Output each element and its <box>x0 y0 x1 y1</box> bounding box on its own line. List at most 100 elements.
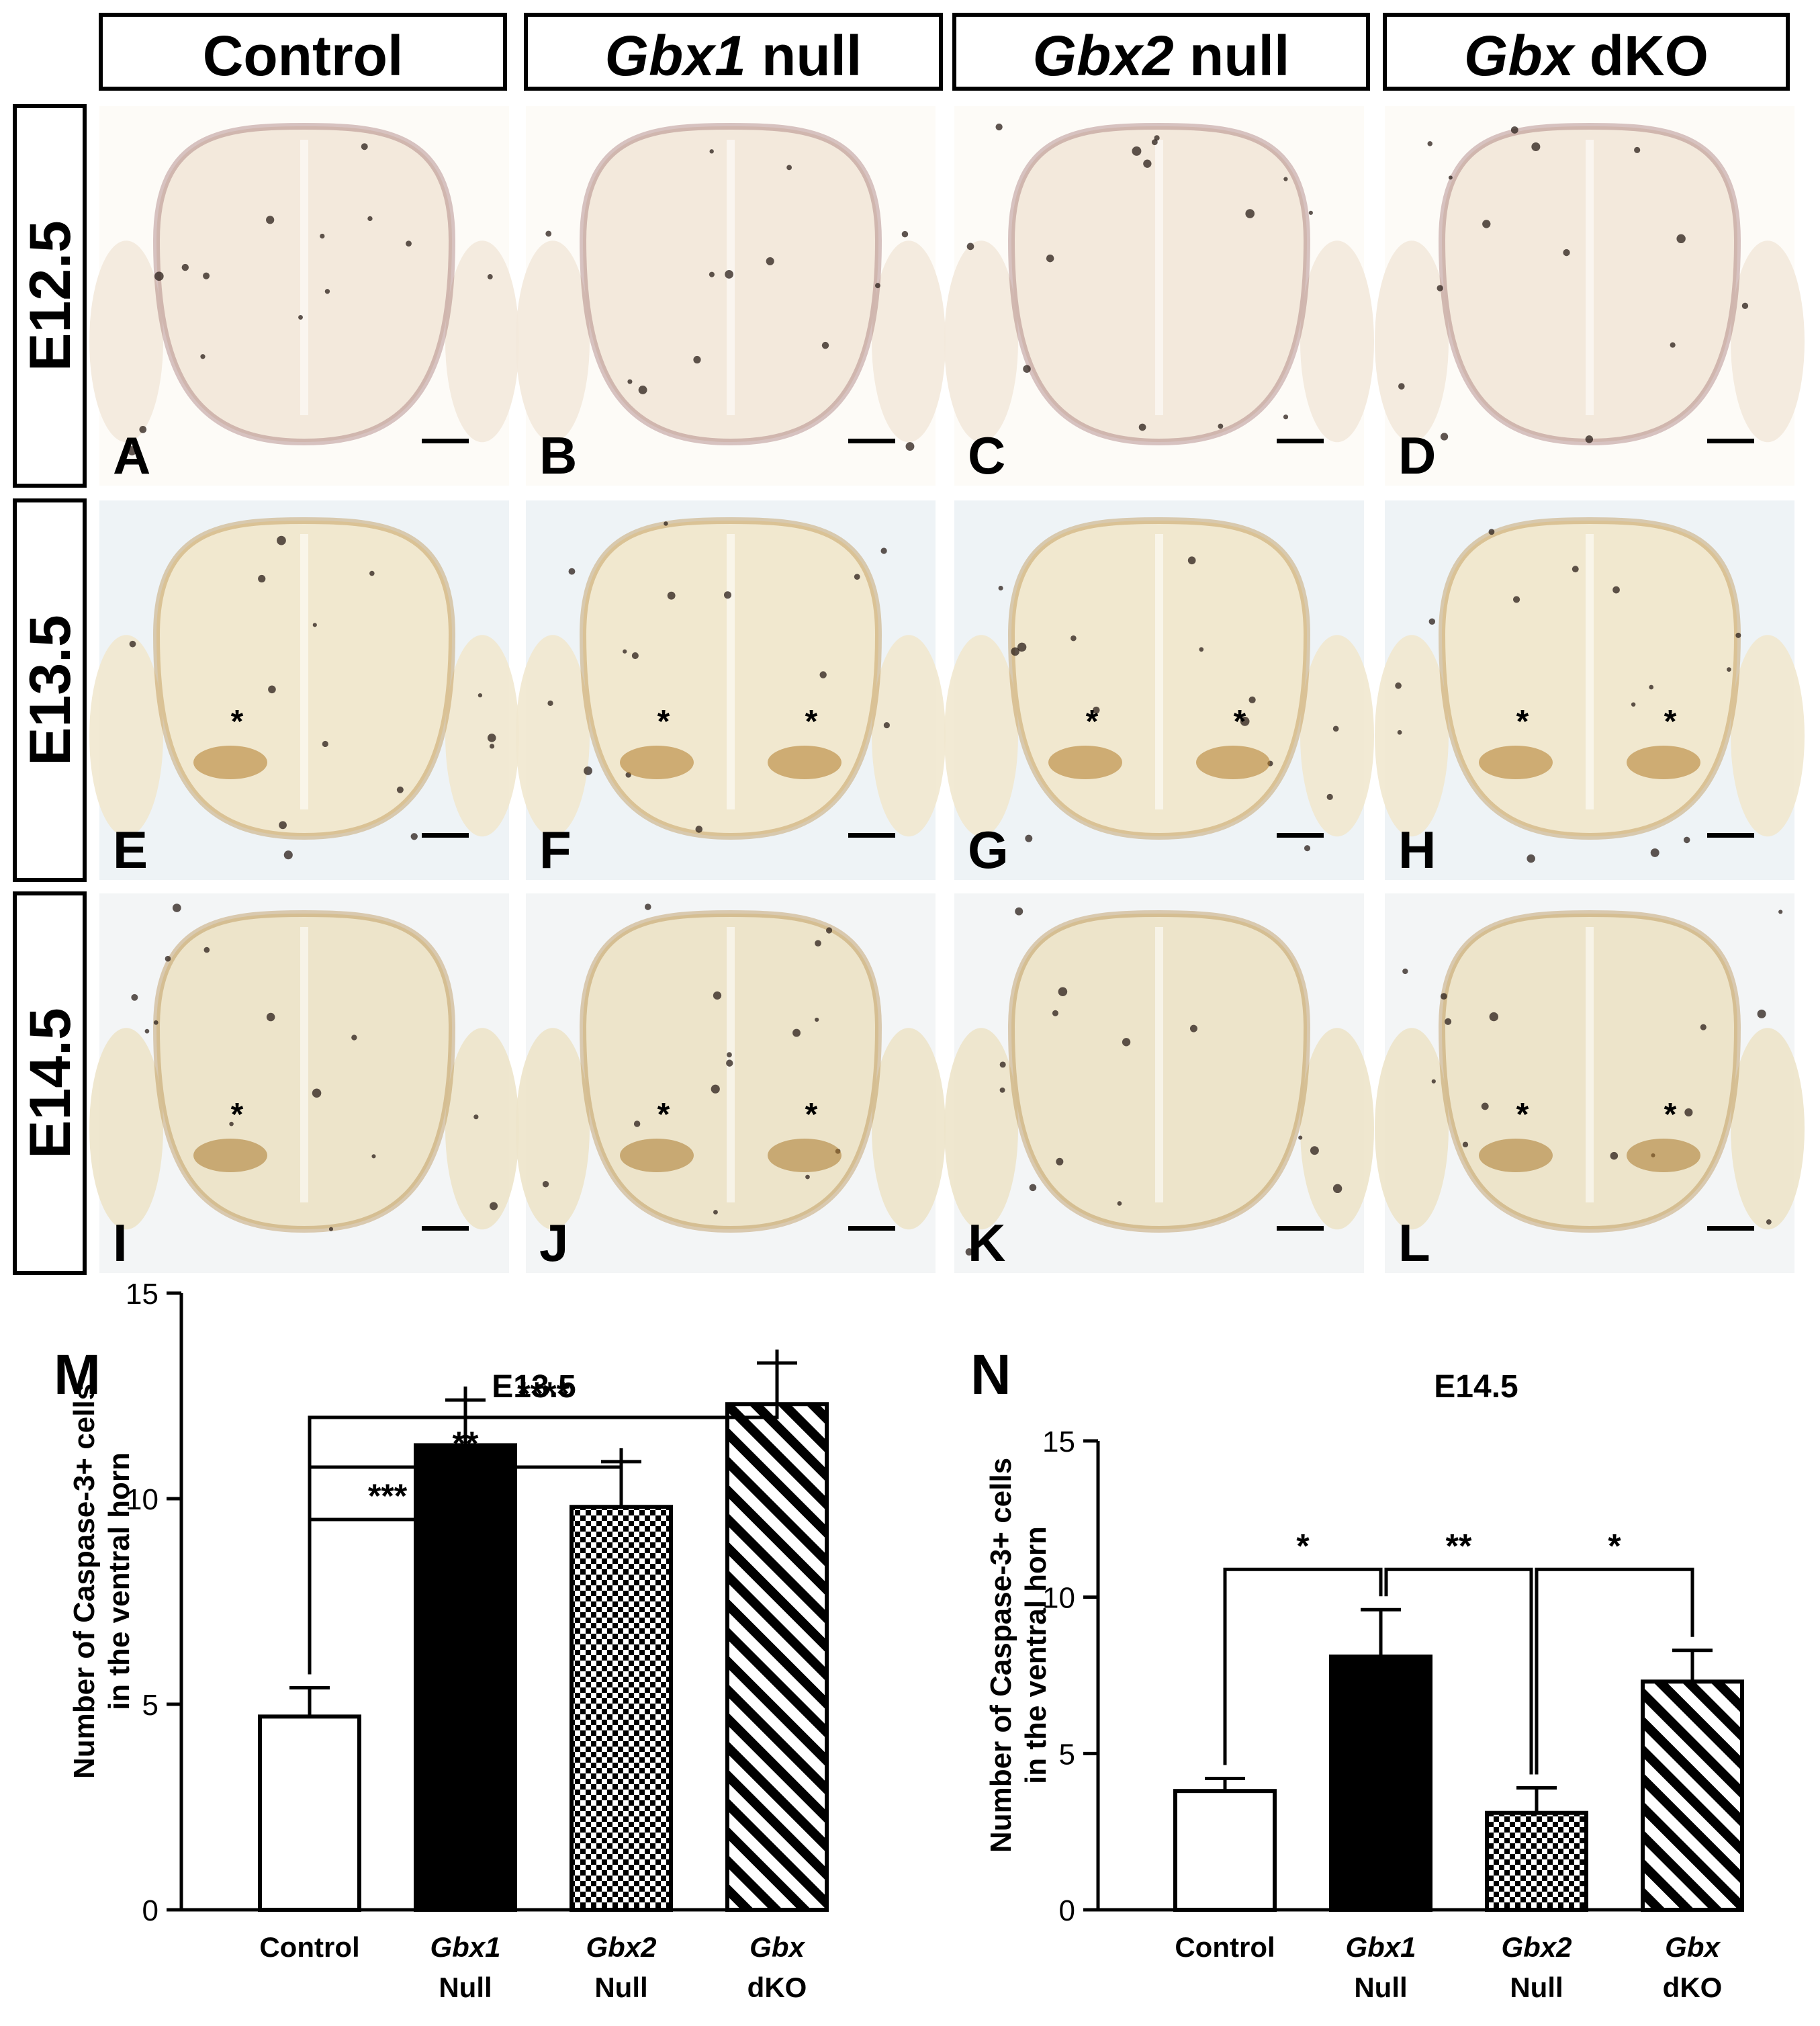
speckle <box>1431 1079 1436 1084</box>
speckle <box>320 233 325 239</box>
speckle <box>298 314 303 320</box>
ganglion-left <box>516 240 590 443</box>
scale-bar <box>1707 833 1754 838</box>
speckle <box>154 271 164 281</box>
speckle <box>203 946 210 953</box>
speckle <box>815 1017 819 1022</box>
bar <box>258 1714 361 1912</box>
speckle <box>883 721 890 729</box>
speckle <box>1462 1141 1469 1148</box>
speckle <box>279 821 287 830</box>
row-label-2: E13.5 <box>18 615 83 766</box>
chart-N: N E14.5 0 5 10 15 Number of Caspase-3+ cells in… <box>970 1343 1744 2003</box>
marker-asterisk: * <box>657 704 670 740</box>
ganglion-left <box>1375 240 1449 443</box>
speckle <box>1512 596 1520 603</box>
ganglion-left <box>944 240 1018 443</box>
speckle <box>1310 1146 1319 1155</box>
ganglion-right <box>445 635 519 837</box>
speckle <box>905 442 915 451</box>
panel-J: * * J <box>516 893 946 1273</box>
ventral-horn-stain <box>620 1139 694 1172</box>
panel-F: * * F <box>516 500 946 880</box>
chart-panel-letter: N <box>970 1343 1011 1406</box>
speckle <box>1308 210 1313 215</box>
chart-panel-letter: M <box>54 1343 101 1406</box>
speckle <box>1245 209 1255 218</box>
marker-asterisk: * <box>231 1097 244 1133</box>
speckle <box>1741 302 1749 309</box>
column-header-box-2 <box>524 13 943 91</box>
speckle <box>1132 146 1142 156</box>
speckle <box>998 585 1003 591</box>
speckle <box>1052 1010 1058 1016</box>
scale-bar <box>1277 833 1324 838</box>
ventral-horn-stain <box>1479 1139 1553 1172</box>
ganglion-left <box>516 1028 590 1230</box>
speckle <box>880 547 887 554</box>
speckle <box>1395 682 1402 689</box>
panel-letter: B <box>539 426 577 485</box>
speckle <box>1527 854 1535 863</box>
speckle <box>1025 834 1033 842</box>
speckle <box>713 991 722 1000</box>
scale-bar <box>422 1226 469 1231</box>
speckle <box>667 591 676 600</box>
y-tick-label: 10 <box>126 1483 158 1516</box>
significance-label: **** <box>517 1375 570 1413</box>
significance-bracket <box>1223 1567 1383 1765</box>
speckle <box>1326 793 1333 801</box>
x-tick-label-sub: Null <box>1354 1972 1407 2003</box>
panel-G: * * G <box>944 500 1374 880</box>
ganglion-right <box>1300 635 1374 837</box>
panel-A: A <box>89 106 519 486</box>
ventral-horn-stain <box>1479 746 1553 779</box>
speckle <box>786 165 792 171</box>
ganglion-right <box>445 1028 519 1230</box>
panel-letter: H <box>1398 820 1436 879</box>
speckle <box>406 240 412 247</box>
speckle <box>1046 254 1054 263</box>
scale-bar <box>1707 1226 1754 1231</box>
speckle <box>1440 433 1449 441</box>
panel-letter: C <box>968 426 1005 485</box>
ganglion-left <box>89 1028 163 1230</box>
speckle <box>361 143 368 150</box>
speckle <box>1248 696 1256 703</box>
ganglion-right <box>872 1028 946 1230</box>
midline <box>300 534 308 809</box>
speckle <box>1138 423 1146 431</box>
speckle <box>1612 586 1620 594</box>
speckle <box>999 1087 1005 1093</box>
bar <box>1173 1789 1277 1912</box>
speckle <box>1199 647 1204 652</box>
speckle <box>328 1227 334 1231</box>
speckle <box>995 123 1003 131</box>
ventral-horn-stain <box>1627 746 1700 779</box>
speckle <box>1304 845 1311 852</box>
speckle <box>1735 632 1741 638</box>
scale-bar <box>422 833 469 838</box>
ventral-horn-stain <box>193 1139 267 1172</box>
speckle <box>623 649 627 654</box>
speckle <box>542 1181 549 1188</box>
speckle <box>695 826 703 833</box>
speckle <box>825 927 833 934</box>
ventral-horn-stain <box>768 746 841 779</box>
midline <box>1586 927 1594 1202</box>
x-tick-label-sub: Null <box>594 1972 647 2003</box>
speckle <box>1650 848 1659 857</box>
significance-label: ** <box>453 1425 479 1462</box>
x-tick-label-sub: dKO <box>747 1972 807 2003</box>
midline <box>300 140 308 415</box>
speckle <box>283 850 293 860</box>
panel-letter: D <box>1398 426 1436 485</box>
speckle <box>1482 220 1491 228</box>
speckle <box>371 1154 376 1159</box>
scale-bar <box>1277 1226 1324 1231</box>
speckle <box>1117 1201 1122 1206</box>
speckle <box>627 379 633 384</box>
y-tick-label: 15 <box>1042 1425 1075 1458</box>
speckle <box>203 272 210 279</box>
